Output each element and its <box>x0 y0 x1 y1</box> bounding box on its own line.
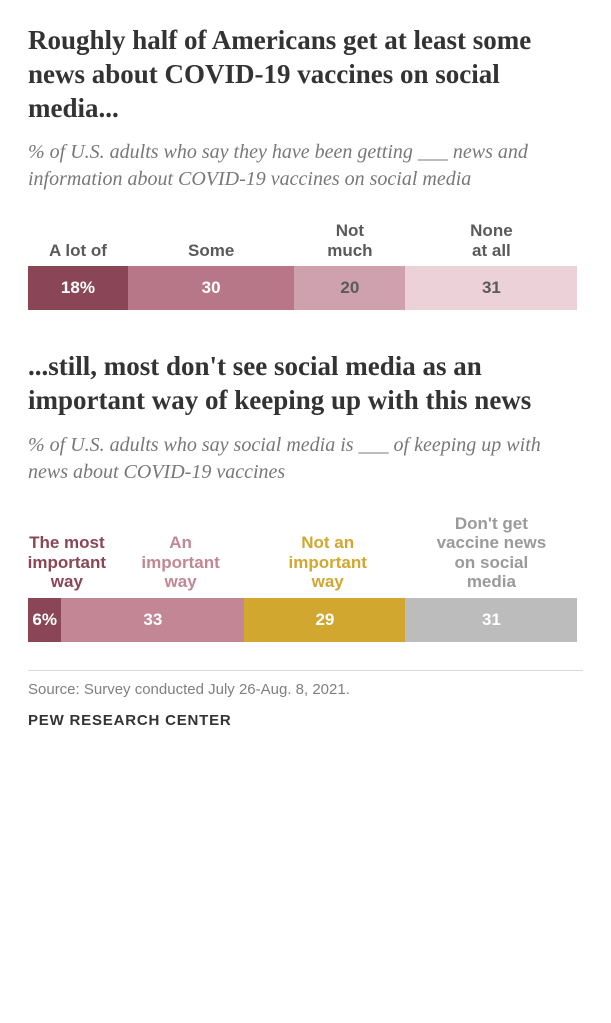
chart2-title: ...still, most don't see social media as… <box>28 350 583 418</box>
chart2-seg-1: 33 <box>61 598 244 642</box>
brand-text: PEW RESEARCH CENTER <box>28 712 583 729</box>
chart2-seg-2: 29 <box>244 598 405 642</box>
source-text: Source: Survey conducted July 26-Aug. 8,… <box>28 681 583 698</box>
chart1-seg-2: 20 <box>294 266 405 310</box>
chart1-header-0: A lot of <box>28 221 128 260</box>
chart2-bar: 6% 33 29 31 <box>28 598 583 642</box>
chart1-header-3: Noneat all <box>405 221 577 260</box>
chart2: ...still, most don't see social media as… <box>28 350 583 642</box>
chart2-header-1: Animportantway <box>106 514 256 592</box>
chart1-seg-3: 31 <box>405 266 577 310</box>
chart1-title: Roughly half of Americans get at least s… <box>28 24 583 125</box>
divider <box>28 670 583 671</box>
chart2-header-0: The mostimportantway <box>28 514 106 592</box>
chart2-seg-0: 6% <box>28 598 61 642</box>
chart1-subtitle: % of U.S. adults who say they have been … <box>28 139 583 193</box>
chart2-header-2: Not animportantway <box>256 514 400 592</box>
chart1-header-2: Notmuch <box>294 221 405 260</box>
chart1-headers: A lot of Some Notmuch Noneat all <box>28 221 583 260</box>
chart1-bar: 18% 30 20 31 <box>28 266 583 310</box>
chart2-header-3: Don't getvaccine newson socialmedia <box>400 514 583 592</box>
chart2-subtitle: % of U.S. adults who say social media is… <box>28 432 583 486</box>
chart1: Roughly half of Americans get at least s… <box>28 24 583 310</box>
chart1-seg-0: 18% <box>28 266 128 310</box>
chart1-header-1: Some <box>128 221 295 260</box>
chart1-seg-1: 30 <box>128 266 295 310</box>
chart2-seg-3: 31 <box>405 598 577 642</box>
chart2-headers: The mostimportantway Animportantway Not … <box>28 514 583 592</box>
